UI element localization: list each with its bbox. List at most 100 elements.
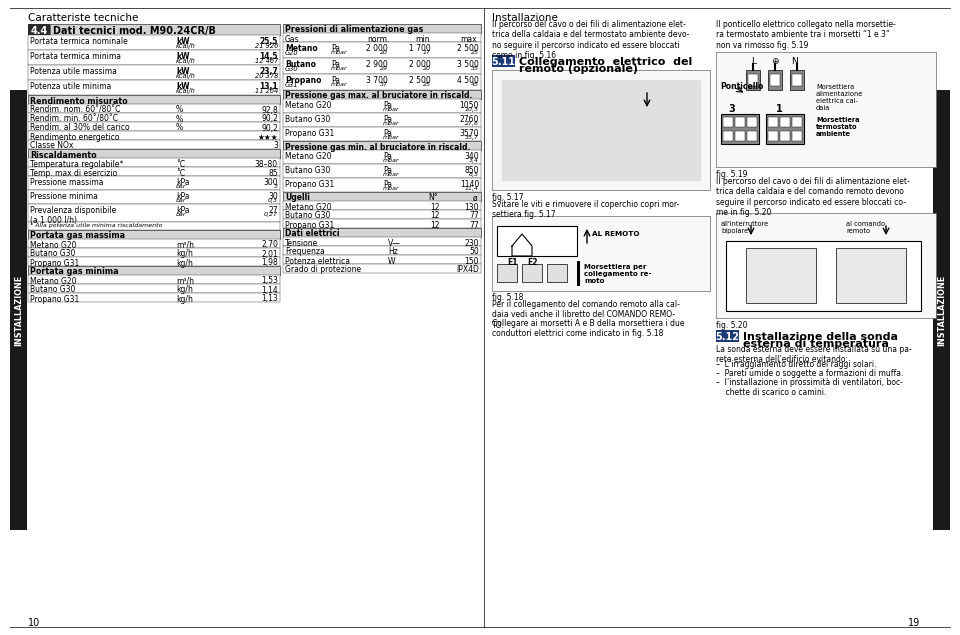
Text: kPa: kPa — [176, 178, 189, 187]
Text: N: N — [791, 57, 798, 66]
Text: max: max — [461, 34, 477, 44]
Text: 5.12: 5.12 — [715, 332, 739, 342]
Text: N°: N° — [428, 194, 438, 203]
Text: 13,1: 13,1 — [259, 82, 278, 91]
Bar — [747, 117, 757, 127]
Text: 37: 37 — [380, 82, 388, 87]
Text: –  L’irraggiamento diretto dei raggi solari.: – L’irraggiamento diretto dei raggi sola… — [716, 360, 876, 369]
Text: Pressione massima: Pressione massima — [30, 178, 104, 187]
Text: kW: kW — [176, 37, 189, 46]
Text: 10: 10 — [28, 618, 40, 628]
Text: kPa: kPa — [176, 192, 189, 201]
Bar — [283, 113, 481, 127]
Text: 12 467: 12 467 — [254, 58, 278, 64]
Text: Collegare ai morsetti A e B della morsettiera i due
conduttori elettrici come in: Collegare ai morsetti A e B della morset… — [492, 319, 684, 338]
Text: Propano G31: Propano G31 — [285, 180, 334, 189]
Text: 130: 130 — [465, 203, 479, 211]
Text: mbar: mbar — [383, 158, 399, 163]
Bar — [28, 284, 280, 293]
Text: Propano G31: Propano G31 — [30, 258, 80, 267]
Text: –  Pareti umide o soggette a formazioni di muffa.: – Pareti umide o soggette a formazioni d… — [716, 369, 903, 378]
Text: 20 378: 20 378 — [254, 73, 278, 79]
Bar — [283, 210, 481, 219]
Text: Metano G20: Metano G20 — [30, 241, 77, 250]
Text: Hz: Hz — [388, 248, 397, 257]
Text: Portata termica nominale: Portata termica nominale — [30, 37, 128, 46]
Text: Pa: Pa — [331, 76, 340, 85]
Text: Propano G31: Propano G31 — [30, 295, 80, 304]
Text: 8,5: 8,5 — [469, 172, 479, 177]
Text: Portata termica minima: Portata termica minima — [30, 52, 121, 61]
Text: Pa: Pa — [331, 60, 340, 69]
Bar — [721, 114, 759, 144]
Text: fig. 5.19: fig. 5.19 — [716, 170, 748, 179]
Text: Metano G20: Metano G20 — [285, 203, 331, 211]
Bar — [283, 58, 481, 74]
Text: 3: 3 — [728, 104, 734, 114]
Text: 27: 27 — [269, 206, 278, 215]
Bar — [28, 24, 50, 35]
Bar — [283, 90, 481, 99]
Text: 340: 340 — [465, 152, 479, 161]
Bar — [768, 131, 778, 141]
Text: mbar: mbar — [331, 82, 348, 87]
Text: kcal/h: kcal/h — [176, 73, 196, 79]
Bar — [10, 90, 27, 530]
Text: W: W — [388, 257, 396, 265]
Text: Frequenza: Frequenza — [285, 248, 324, 257]
Bar — [283, 228, 481, 237]
Text: kcal/h: kcal/h — [176, 43, 196, 49]
Bar — [933, 90, 950, 530]
Text: 50: 50 — [469, 248, 479, 257]
Text: Gas: Gas — [285, 34, 300, 44]
Text: 1 700: 1 700 — [409, 44, 431, 53]
Text: G20: G20 — [285, 50, 299, 56]
Text: Ugelli: Ugelli — [285, 194, 310, 203]
Bar — [497, 226, 577, 256]
Text: Pa: Pa — [383, 129, 392, 138]
Text: IPX4D: IPX4D — [456, 265, 479, 274]
Text: m³/h: m³/h — [176, 276, 194, 286]
Text: Temperatura regolabile*: Temperatura regolabile* — [30, 160, 124, 169]
Text: Metano G20: Metano G20 — [285, 101, 331, 110]
Bar — [50, 24, 280, 35]
Text: Potenza elettrica: Potenza elettrica — [285, 257, 350, 265]
Text: 45: 45 — [471, 82, 479, 87]
Text: 35,7: 35,7 — [465, 135, 479, 140]
Text: 2 000: 2 000 — [367, 44, 388, 53]
Text: 3 500: 3 500 — [457, 60, 479, 69]
Text: Pressione gas max. al bruciatore in riscald.: Pressione gas max. al bruciatore in risc… — [285, 91, 472, 100]
Text: ★★★: ★★★ — [257, 133, 278, 142]
Text: 0,27: 0,27 — [264, 212, 278, 217]
Text: norm.: norm. — [367, 34, 389, 44]
Bar — [28, 248, 280, 257]
Text: E2: E2 — [527, 258, 538, 267]
Text: * Alla potenza utile minima riscaldamento: * Alla potenza utile minima riscaldament… — [30, 224, 162, 229]
Text: ˚C: ˚C — [176, 160, 185, 169]
Text: 19: 19 — [908, 618, 920, 628]
Text: bar: bar — [176, 212, 186, 217]
Text: 14,5: 14,5 — [259, 52, 278, 61]
Bar — [28, 158, 280, 167]
Text: Pressione gas min. al bruciatore in riscald.: Pressione gas min. al bruciatore in risc… — [285, 142, 470, 152]
Text: 10,5: 10,5 — [465, 107, 479, 112]
Text: 25,5: 25,5 — [259, 37, 278, 46]
Bar — [28, 131, 280, 140]
Bar — [28, 50, 280, 65]
Bar — [577, 261, 580, 286]
Text: 30: 30 — [268, 192, 278, 201]
Text: Dati tecnici mod. M90.24CR/B: Dati tecnici mod. M90.24CR/B — [53, 26, 216, 36]
Text: kcal/h: kcal/h — [176, 88, 196, 94]
Text: 2 900: 2 900 — [367, 60, 388, 69]
Bar — [28, 140, 280, 149]
Text: 92,8: 92,8 — [261, 105, 278, 114]
Bar — [28, 275, 280, 284]
Bar — [723, 117, 733, 127]
Bar — [283, 246, 481, 255]
Text: Rendim. al 30% del carico: Rendim. al 30% del carico — [30, 123, 130, 133]
Bar — [726, 241, 921, 311]
Text: Rendim. min. 60˚/80˚C: Rendim. min. 60˚/80˚C — [30, 114, 118, 123]
Text: G30: G30 — [285, 66, 299, 72]
Text: %: % — [176, 123, 183, 133]
Text: Pa: Pa — [383, 166, 392, 175]
